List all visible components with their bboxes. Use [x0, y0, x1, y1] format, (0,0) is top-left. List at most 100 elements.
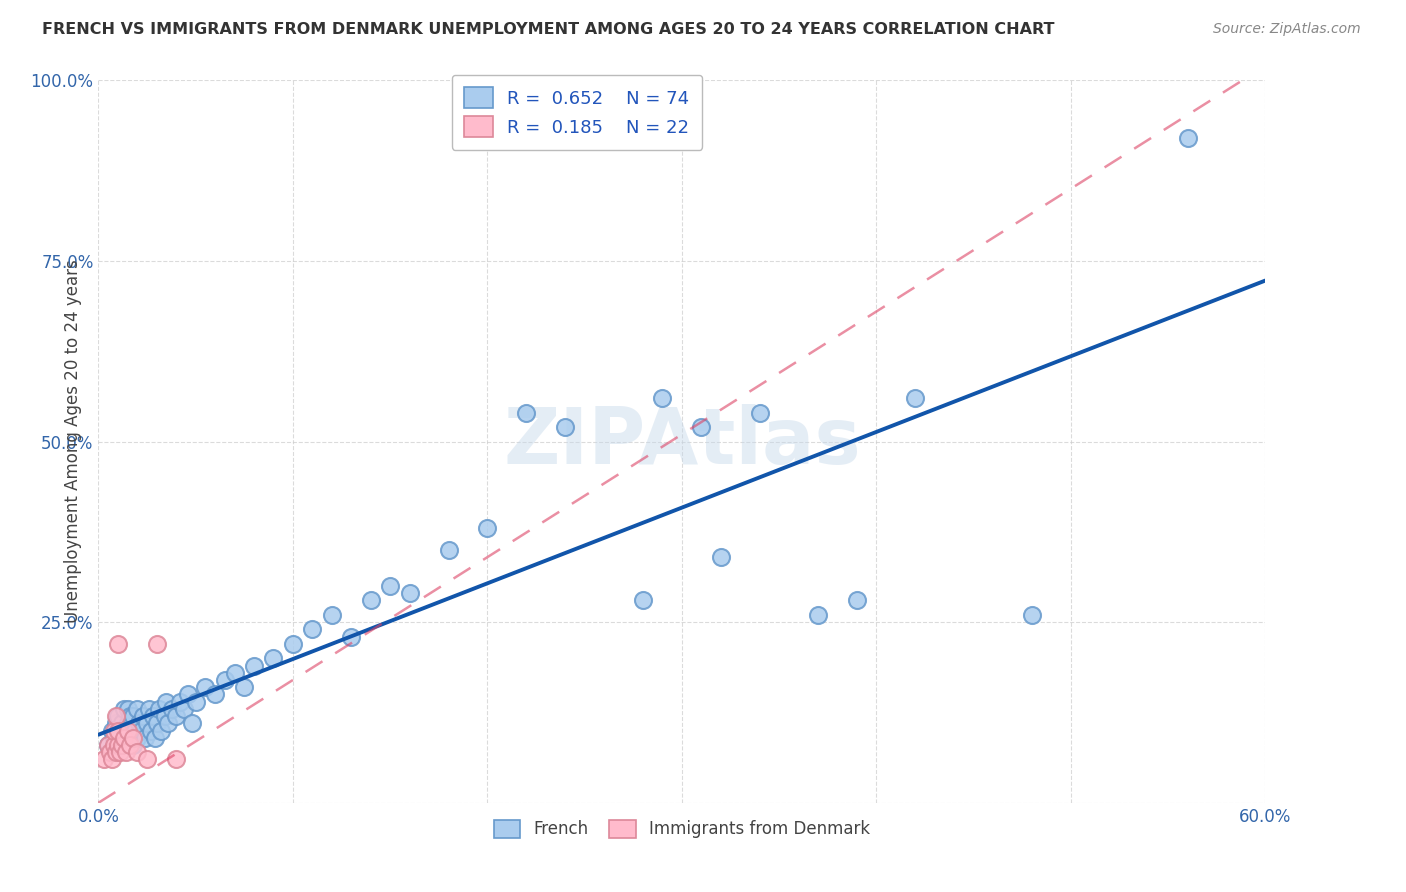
Point	[398, 586, 420, 600]
Point	[124, 723, 146, 738]
Point	[169, 695, 191, 709]
Point	[651, 391, 673, 405]
Point	[127, 702, 149, 716]
Point	[104, 745, 127, 759]
Text: ZIPAtlas: ZIPAtlas	[503, 403, 860, 480]
Point	[233, 680, 256, 694]
Point	[204, 687, 226, 701]
Point	[112, 723, 135, 738]
Point	[93, 752, 115, 766]
Point	[1021, 607, 1043, 622]
Point	[321, 607, 343, 622]
Point	[224, 665, 246, 680]
Point	[117, 716, 139, 731]
Point	[122, 731, 145, 745]
Point	[904, 391, 927, 405]
Text: Source: ZipAtlas.com: Source: ZipAtlas.com	[1213, 22, 1361, 37]
Point	[1177, 131, 1199, 145]
Point	[127, 745, 149, 759]
Point	[146, 716, 169, 731]
Point	[98, 745, 121, 759]
Point	[127, 731, 149, 745]
Point	[111, 738, 134, 752]
Point	[104, 709, 127, 723]
Point	[748, 406, 770, 420]
Point	[554, 420, 576, 434]
Point	[139, 723, 162, 738]
Point	[108, 745, 131, 759]
Point	[243, 658, 266, 673]
Point	[107, 723, 129, 738]
Point	[112, 731, 135, 745]
Point	[104, 716, 127, 731]
Point	[107, 637, 129, 651]
Point	[173, 702, 195, 716]
Point	[107, 738, 129, 752]
Point	[148, 702, 170, 716]
Point	[340, 630, 363, 644]
Point	[155, 695, 177, 709]
Point	[114, 745, 136, 759]
Point	[180, 716, 202, 731]
Point	[101, 723, 124, 738]
Point	[103, 738, 125, 752]
Point	[132, 709, 155, 723]
Point	[107, 738, 129, 752]
Legend: French, Immigrants from Denmark: French, Immigrants from Denmark	[486, 813, 877, 845]
Y-axis label: Unemployment Among Ages 20 to 24 years: Unemployment Among Ages 20 to 24 years	[63, 260, 82, 624]
Point	[142, 709, 165, 723]
Point	[690, 420, 713, 434]
Point	[807, 607, 830, 622]
Point	[380, 579, 402, 593]
Point	[111, 716, 134, 731]
Point	[515, 406, 537, 420]
Point	[437, 542, 460, 557]
Point	[129, 723, 152, 738]
Point	[107, 723, 129, 738]
Point	[143, 731, 166, 745]
Point	[103, 723, 125, 738]
Point	[177, 687, 200, 701]
Point	[117, 723, 139, 738]
Point	[117, 738, 139, 752]
Point	[846, 593, 869, 607]
Point	[214, 673, 236, 687]
Point	[149, 723, 172, 738]
Point	[112, 702, 135, 716]
Point	[631, 593, 654, 607]
Point	[710, 550, 733, 565]
Point	[128, 716, 150, 731]
Point	[184, 695, 207, 709]
Point	[138, 702, 160, 716]
Point	[114, 731, 136, 745]
Point	[165, 752, 187, 766]
Point	[101, 752, 124, 766]
Point	[165, 709, 187, 723]
Point	[97, 738, 120, 752]
Point	[136, 716, 159, 731]
Point	[121, 731, 143, 745]
Point	[117, 702, 139, 716]
Point	[107, 709, 129, 723]
Point	[281, 637, 304, 651]
Point	[108, 731, 131, 745]
Point	[118, 723, 141, 738]
Point	[134, 731, 156, 745]
Point	[118, 738, 141, 752]
Point	[262, 651, 284, 665]
Point	[162, 702, 184, 716]
Point	[118, 709, 141, 723]
Point	[97, 738, 120, 752]
Point	[103, 731, 125, 745]
Point	[122, 709, 145, 723]
Point	[477, 521, 499, 535]
Point	[157, 716, 180, 731]
Point	[301, 623, 323, 637]
Point	[122, 738, 145, 752]
Point	[360, 593, 382, 607]
Point	[111, 738, 134, 752]
Text: FRENCH VS IMMIGRANTS FROM DENMARK UNEMPLOYMENT AMONG AGES 20 TO 24 YEARS CORRELA: FRENCH VS IMMIGRANTS FROM DENMARK UNEMPL…	[42, 22, 1054, 37]
Point	[153, 709, 176, 723]
Point	[194, 680, 217, 694]
Point	[146, 637, 169, 651]
